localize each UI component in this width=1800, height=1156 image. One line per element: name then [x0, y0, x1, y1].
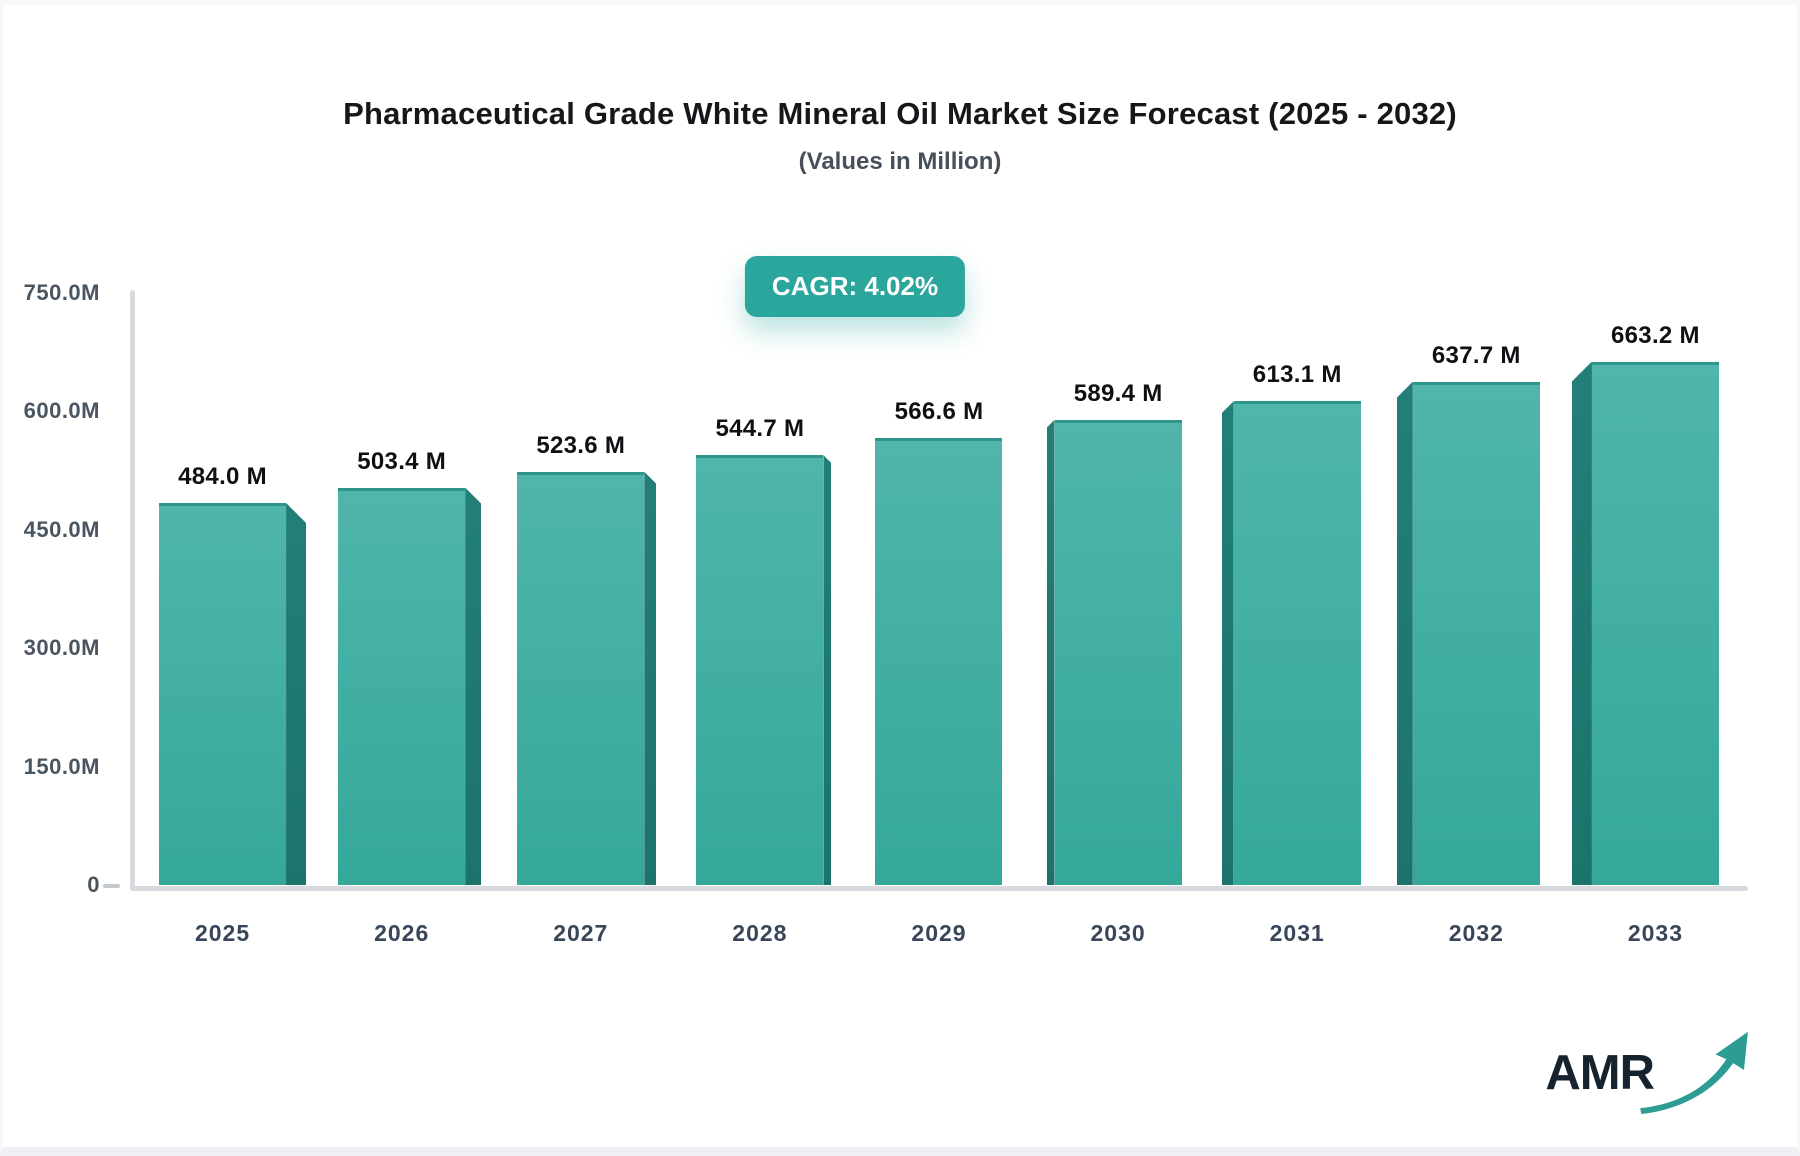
- y-tick-label: 750.0M: [23, 280, 100, 305]
- bar-slot-2025: 484.0 M: [133, 293, 312, 885]
- bar-face: [1412, 381, 1540, 885]
- x-tick-label-2026: 2026: [374, 920, 430, 946]
- y-tick-label: 150.0M: [23, 753, 100, 779]
- bar-side-panel: [644, 471, 657, 885]
- bar-value-label: 637.7 M: [1431, 341, 1521, 369]
- bar-slot-2030: 589.4 M: [1029, 293, 1208, 885]
- bar-side-panel: [823, 455, 832, 885]
- bar-face: [159, 502, 287, 885]
- bar-2027: [517, 471, 657, 885]
- bar-face: [1054, 419, 1182, 885]
- x-tick-label-2025: 2025: [194, 920, 251, 946]
- bar-value-label: 663.2 M: [1611, 321, 1700, 349]
- bar-2026: [338, 487, 482, 885]
- bar-slot-2031: 613.1 M: [1208, 293, 1387, 885]
- bar-2033: [1571, 361, 1719, 885]
- bar-side-panel: [1396, 381, 1413, 885]
- x-tick-label-2030: 2030: [1090, 920, 1146, 946]
- bar-side-panel: [465, 487, 482, 885]
- bar-face: [1233, 401, 1361, 885]
- amr-logo: AMR: [1545, 1030, 1756, 1116]
- bar-value-label: 523.6 M: [536, 431, 626, 459]
- bar-slot-2029: 566.6 M: [849, 293, 1028, 885]
- bar-slot-2027: 523.6 M: [491, 293, 670, 885]
- growth-arrow-icon: [1640, 1031, 1748, 1115]
- y-axis-labels: 750.0M 600.0M 450.0M 300.0M 150.0M 0: [0, 280, 100, 897]
- x-axis-labels: 2025 2026 2027 2028 2029 2030 2031 2032 2033: [133, 920, 1745, 947]
- bar-slot-2033: 663.2 M: [1566, 293, 1745, 885]
- bar-face: [1591, 361, 1719, 885]
- y-tick-label: 450.0M: [23, 516, 100, 542]
- bar-2032: [1396, 381, 1540, 885]
- bar-2031: [1221, 401, 1361, 885]
- y-tick-label: 600.0M: [23, 398, 100, 424]
- bar-slot-2026: 503.4 M: [312, 293, 491, 885]
- bar-side-panel: [1221, 401, 1234, 885]
- chart-subtitle: (Values in Million): [798, 148, 1002, 175]
- bar-face: [875, 437, 1003, 885]
- bar-side-panel: [286, 502, 307, 885]
- bar-face: [696, 455, 824, 885]
- bar-slot-2032: 637.7 M: [1387, 293, 1566, 885]
- y-tick-label: 300.0M: [23, 635, 100, 661]
- bar-value-label: 589.4 M: [1073, 379, 1163, 407]
- zero-tick-dash: [103, 884, 120, 888]
- y-axis-line: [130, 290, 135, 891]
- bar-plot-area: 484.0 M 503.4 M 523.6 M 544.7 M 566.6 M 589.4…: [133, 293, 1745, 885]
- bar-2028: [696, 455, 832, 885]
- bar-face: [517, 471, 645, 885]
- bar-side-panel: [1571, 361, 1592, 885]
- bar-slot-2028: 544.7 M: [670, 293, 849, 885]
- bar-value-label: 613.1 M: [1252, 361, 1342, 389]
- bar-value-label: 503.4 M: [357, 447, 447, 475]
- x-tick-label-2032: 2032: [1448, 920, 1504, 946]
- x-axis-line: [130, 886, 1748, 891]
- bar-value-label: 566.6 M: [894, 397, 984, 425]
- y-tick-label: 0: [87, 872, 100, 897]
- cagr-badge: CAGR: 4.02%: [744, 256, 966, 317]
- x-tick-label-2028: 2028: [732, 920, 788, 946]
- x-tick-label-2031: 2031: [1269, 920, 1325, 946]
- chart-title: Pharmaceutical Grade White Mineral Oil M…: [343, 96, 1457, 131]
- x-tick-label-2033: 2033: [1627, 920, 1684, 946]
- bar-2029: [875, 437, 1003, 885]
- bar-value-label: 544.7 M: [715, 415, 805, 443]
- x-tick-label-2029: 2029: [911, 920, 967, 946]
- amr-logo-text: AMR: [1545, 1045, 1655, 1100]
- bar-2030: [1046, 419, 1182, 885]
- x-tick-label-2027: 2027: [553, 920, 609, 946]
- bar-face: [338, 487, 466, 885]
- bar-2025: [159, 502, 307, 885]
- bar-side-panel: [1046, 419, 1055, 885]
- bar-value-label: 484.0 M: [178, 462, 267, 490]
